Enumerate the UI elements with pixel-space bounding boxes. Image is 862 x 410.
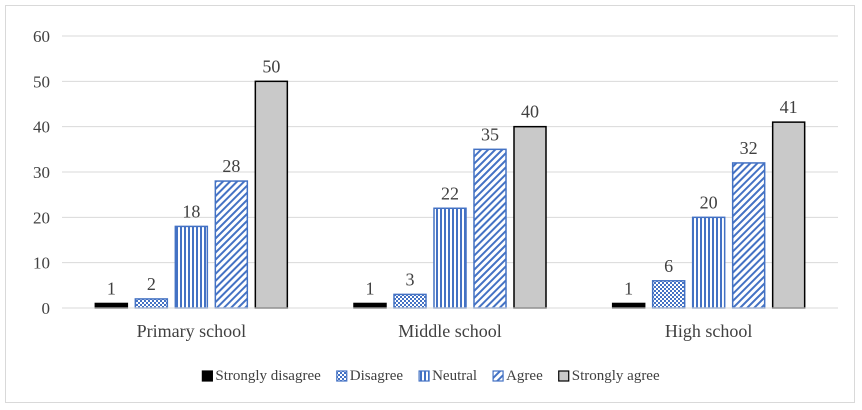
y-tick-label: 50 — [33, 72, 50, 91]
x-axis: Primary school Middle school High school — [62, 307, 838, 341]
data-label: 32 — [740, 138, 758, 158]
data-label: 41 — [780, 97, 798, 117]
bar-strongly-disagree — [94, 302, 129, 309]
chart-frame — [5, 5, 855, 403]
data-label: 35 — [481, 124, 499, 144]
data-labels: 1 2 18 28 50 1 3 22 35 40 1 6 20 32 41 — [107, 56, 798, 298]
bar-agree — [214, 180, 249, 309]
y-axis: 0 10 20 30 40 50 60 — [33, 27, 50, 318]
bar-strongly-agree — [771, 121, 806, 309]
bar-disagree — [134, 298, 169, 309]
y-tick-label: 60 — [33, 27, 50, 46]
y-tick-label: 40 — [33, 118, 50, 137]
bar-disagree — [393, 293, 427, 309]
legend-swatch — [558, 370, 570, 382]
data-label: 28 — [222, 156, 240, 176]
bar-neutral — [433, 207, 467, 309]
legend-label: Disagree — [350, 368, 404, 384]
bar-neutral — [174, 225, 209, 309]
x-category-label: High school — [665, 321, 753, 341]
data-label: 3 — [406, 269, 415, 289]
legend-label: Agree — [506, 368, 543, 384]
bar-agree — [473, 148, 507, 309]
data-label: 50 — [262, 56, 280, 76]
bar-neutral — [691, 216, 726, 309]
bar-disagree — [651, 280, 686, 309]
y-tick-label: 0 — [42, 299, 51, 318]
data-label: 1 — [366, 278, 375, 298]
bar-strongly-agree — [254, 80, 289, 309]
data-label: 2 — [147, 274, 156, 294]
data-label: 18 — [182, 201, 200, 221]
x-category-label: Primary school — [137, 321, 247, 341]
y-tick-label: 30 — [33, 163, 50, 182]
legend-label: Neutral — [432, 368, 477, 384]
data-label: 1 — [624, 278, 633, 298]
legend-swatch — [201, 370, 213, 382]
y-tick-label: 10 — [33, 254, 50, 273]
data-label: 40 — [521, 102, 539, 122]
bar-agree — [731, 162, 766, 309]
data-label: 22 — [441, 183, 459, 203]
y-tick-label: 20 — [33, 208, 50, 227]
x-category-label: Middle school — [398, 321, 502, 341]
bar-strongly-agree — [513, 125, 547, 309]
data-label: 6 — [664, 256, 673, 276]
legend-swatch — [418, 370, 430, 382]
bar-strongly-disagree — [353, 302, 387, 309]
legend: Strongly disagree Disagree Neutral Agree Str… — [201, 368, 660, 384]
bars — [94, 80, 806, 309]
legend-swatch — [336, 370, 348, 382]
legend-label: Strongly disagree — [215, 368, 321, 384]
legend-label: Strongly agree — [572, 368, 660, 384]
data-label: 1 — [107, 278, 116, 298]
bar-strongly-disagree — [611, 302, 646, 309]
legend-swatch — [492, 370, 504, 382]
data-label: 20 — [700, 192, 718, 212]
